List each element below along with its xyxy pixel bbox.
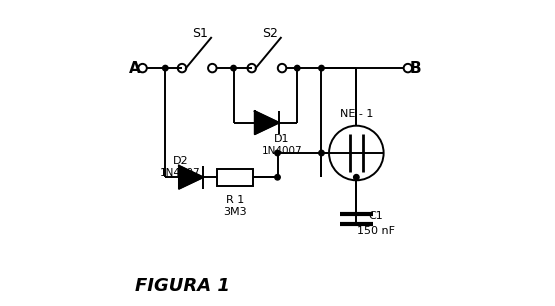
Text: D2: D2 xyxy=(173,155,188,166)
Text: B: B xyxy=(410,61,421,76)
Text: NE - 1: NE - 1 xyxy=(340,109,373,119)
Circle shape xyxy=(275,150,280,156)
Circle shape xyxy=(319,65,324,71)
Circle shape xyxy=(163,65,168,71)
Circle shape xyxy=(319,150,324,156)
Bar xyxy=(217,169,253,186)
Text: A: A xyxy=(129,61,141,76)
Text: C1: C1 xyxy=(369,211,384,221)
Text: S2: S2 xyxy=(262,27,278,40)
Text: 1N4007: 1N4007 xyxy=(160,168,201,178)
Text: FIGURA 1: FIGURA 1 xyxy=(135,278,230,295)
Text: 3M3: 3M3 xyxy=(223,207,247,217)
Text: R 1: R 1 xyxy=(226,195,244,205)
Polygon shape xyxy=(255,111,279,134)
Circle shape xyxy=(295,65,300,71)
Circle shape xyxy=(354,174,359,180)
Polygon shape xyxy=(179,166,203,189)
Text: 1N4007: 1N4007 xyxy=(262,147,302,156)
Text: S1: S1 xyxy=(192,27,208,40)
Circle shape xyxy=(275,174,280,180)
Text: 150 nF: 150 nF xyxy=(357,226,395,236)
Text: D1: D1 xyxy=(274,134,290,144)
Circle shape xyxy=(231,65,236,71)
